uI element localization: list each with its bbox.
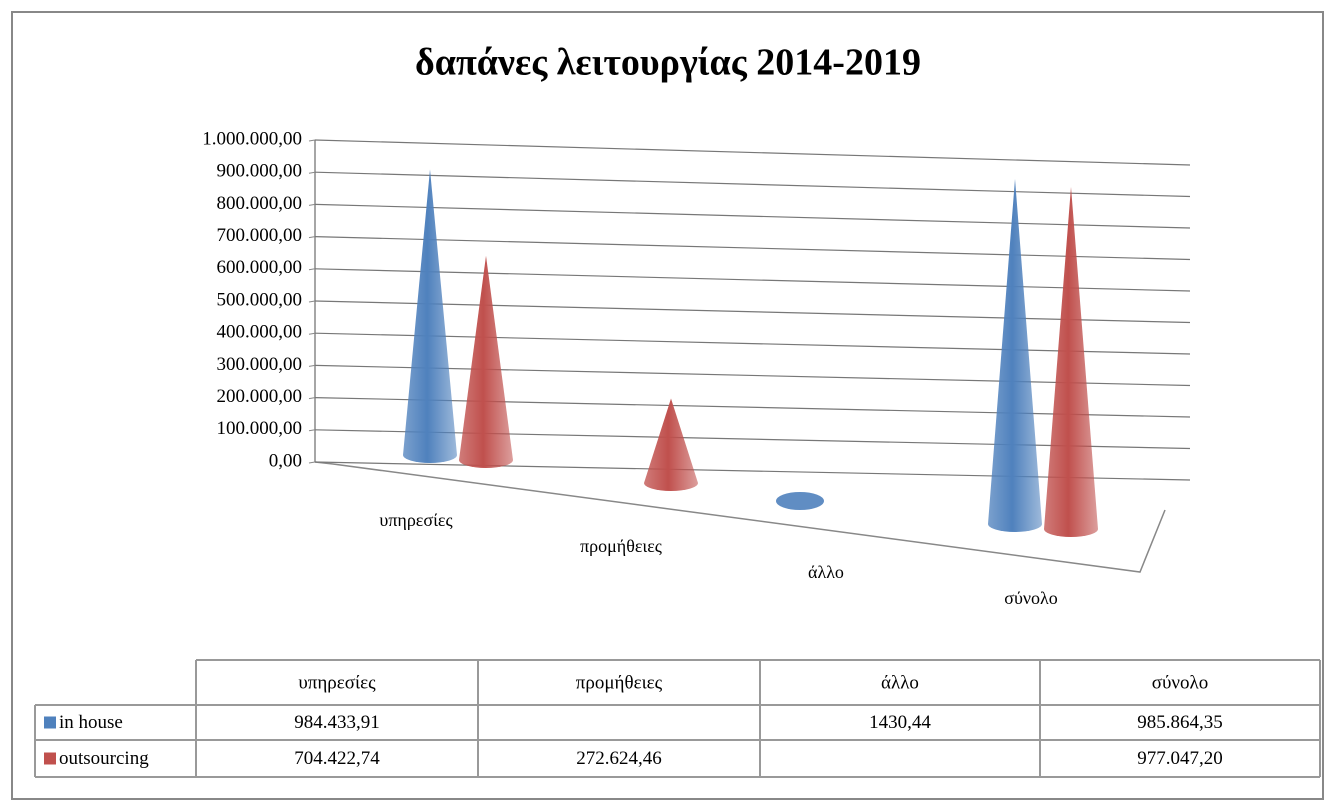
floor-edge <box>314 461 1166 573</box>
grid-line <box>314 429 1191 450</box>
grid-line <box>314 203 1191 229</box>
cone <box>988 178 1042 532</box>
y-tick-label: 200.000,00 <box>217 386 303 407</box>
tick-mark <box>308 397 316 400</box>
cone <box>776 492 824 510</box>
table-value: 977.047,20 <box>1137 748 1223 769</box>
y-tick-label: 700.000,00 <box>217 225 303 246</box>
legend-swatch <box>44 752 56 765</box>
x-tick-label: σύνολο <box>1004 588 1057 608</box>
x-tick-label: άλλο <box>808 562 844 582</box>
tick-mark <box>308 364 316 367</box>
grid-line <box>314 268 1191 292</box>
legend-label: in house <box>59 712 123 733</box>
cone-body <box>644 398 698 491</box>
y-tick-label: 100.000,00 <box>217 418 303 439</box>
grid-line <box>314 171 1191 198</box>
tick-mark <box>308 203 316 206</box>
x-tick-label: προμήθειες <box>580 536 662 556</box>
grid-line <box>314 332 1191 355</box>
cone <box>644 398 698 491</box>
table-value: 704.422,74 <box>294 748 380 769</box>
cone-body <box>1044 187 1098 537</box>
cone-body <box>988 178 1042 532</box>
grid-line <box>314 364 1191 387</box>
table-value: 272.624,46 <box>576 748 662 769</box>
cone-body <box>459 255 513 468</box>
table-header: προμήθειες <box>576 672 663 693</box>
y-tick-label: 0,00 <box>269 450 302 471</box>
y-tick-label: 300.000,00 <box>217 354 303 375</box>
chart-title: δαπάνες λειτουργίας 2014-2019 <box>415 42 921 84</box>
grid-line <box>314 300 1191 324</box>
grid-line <box>314 139 1191 166</box>
cone-base <box>776 492 824 510</box>
y-tick-label: 1.000.000,00 <box>202 128 302 149</box>
tick-mark <box>308 429 316 432</box>
y-tick-label: 900.000,00 <box>217 161 303 182</box>
tick-mark <box>308 332 316 335</box>
y-tick-label: 500.000,00 <box>217 289 303 310</box>
tick-mark <box>308 139 316 142</box>
y-tick-label: 800.000,00 <box>217 193 303 214</box>
table-value: 984.433,91 <box>294 712 380 733</box>
grid-line <box>314 236 1191 261</box>
table-value: 1430,44 <box>869 712 931 733</box>
y-tick-label: 400.000,00 <box>217 322 303 343</box>
table-value: 985.864,35 <box>1137 712 1223 733</box>
grid-line <box>314 461 1191 481</box>
tick-mark <box>308 461 316 464</box>
cone-body <box>403 169 457 463</box>
tick-mark <box>308 300 316 303</box>
cone <box>459 255 513 468</box>
cone <box>1044 187 1098 537</box>
tick-mark <box>308 236 316 239</box>
legend-label: outsourcing <box>59 748 149 769</box>
tick-mark <box>308 171 316 174</box>
y-tick-label: 600.000,00 <box>217 257 303 278</box>
cone <box>403 169 457 463</box>
tick-mark <box>308 268 316 271</box>
table-header: σύνολο <box>1152 672 1208 693</box>
x-tick-label: υπηρεσίες <box>379 510 452 530</box>
legend-swatch <box>44 716 56 729</box>
table-header: άλλο <box>881 672 919 693</box>
grid-line <box>314 397 1191 418</box>
table-header: υπηρεσίες <box>298 672 376 693</box>
